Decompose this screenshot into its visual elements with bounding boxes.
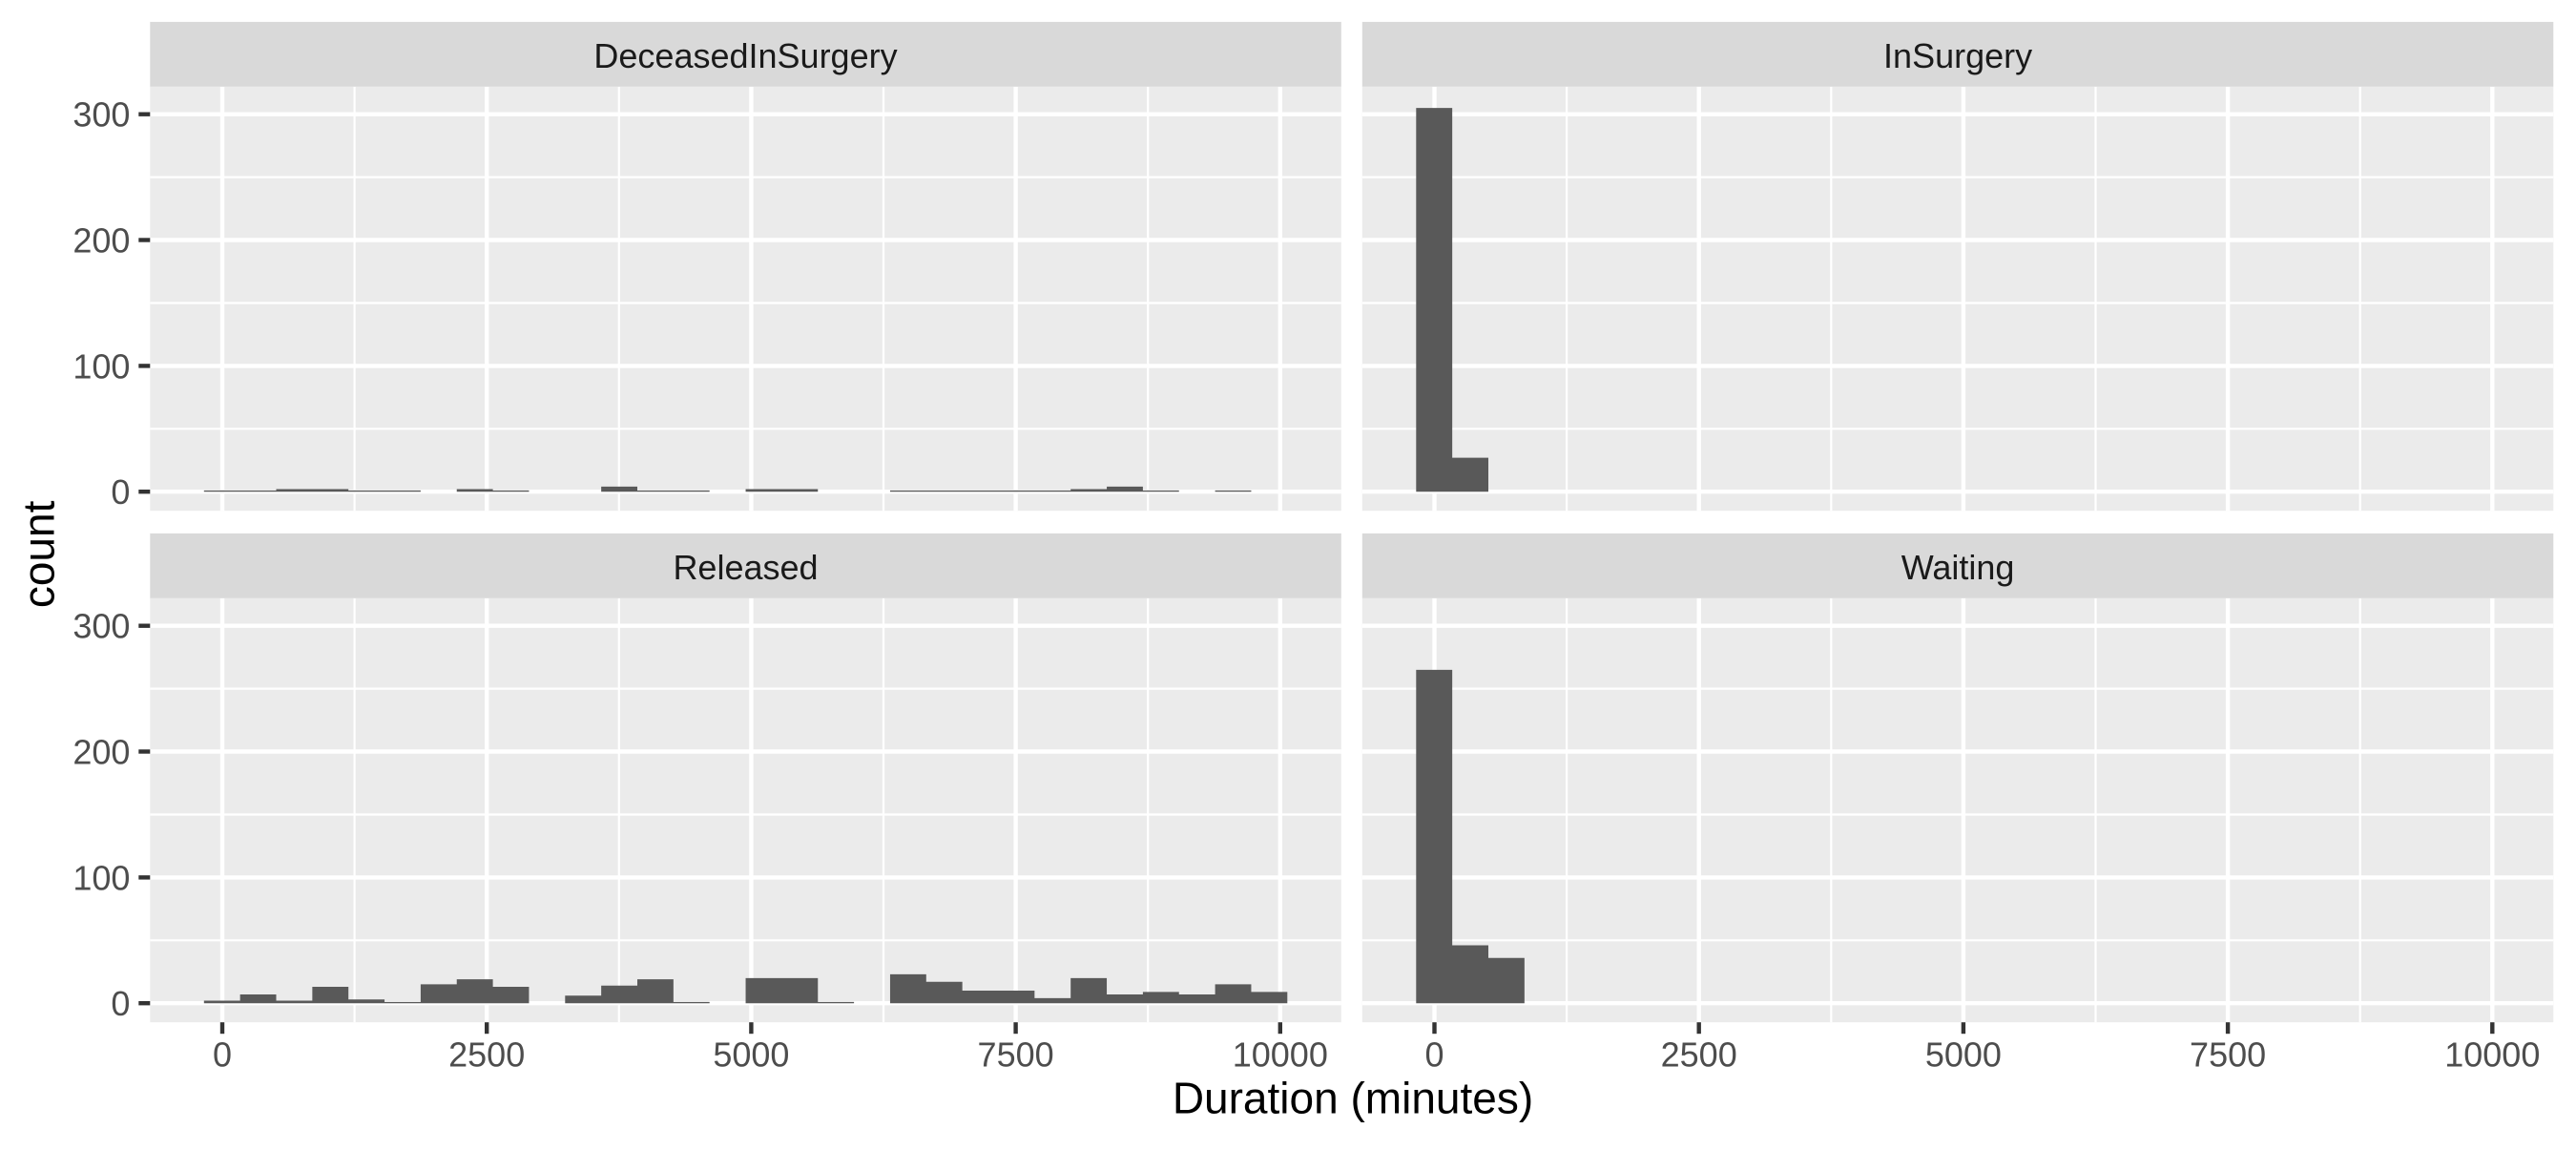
svg-text:0: 0 — [111, 984, 130, 1023]
svg-text:count: count — [14, 500, 64, 608]
svg-text:2500: 2500 — [448, 1035, 525, 1074]
svg-text:Duration (minutes): Duration (minutes) — [1173, 1074, 1533, 1123]
svg-text:0: 0 — [1424, 1035, 1444, 1074]
svg-text:Released: Released — [673, 548, 818, 587]
svg-text:7500: 7500 — [978, 1035, 1054, 1074]
svg-text:0: 0 — [111, 472, 130, 512]
svg-text:7500: 7500 — [2190, 1035, 2266, 1074]
svg-text:0: 0 — [213, 1035, 232, 1074]
svg-text:300: 300 — [73, 95, 130, 135]
svg-text:2500: 2500 — [1661, 1035, 1737, 1074]
svg-text:10000: 10000 — [2444, 1035, 2540, 1074]
svg-text:10000: 10000 — [1233, 1035, 1328, 1074]
svg-text:100: 100 — [73, 858, 130, 897]
svg-text:100: 100 — [73, 346, 130, 386]
svg-text:300: 300 — [73, 607, 130, 646]
svg-text:200: 200 — [73, 220, 130, 260]
svg-text:Waiting: Waiting — [1901, 548, 2015, 587]
svg-text:5000: 5000 — [713, 1035, 789, 1074]
svg-text:200: 200 — [73, 732, 130, 771]
svg-text:InSurgery: InSurgery — [1883, 36, 2032, 75]
svg-text:DeceasedInSurgery: DeceasedInSurgery — [593, 36, 897, 75]
svg-text:5000: 5000 — [1925, 1035, 2002, 1074]
